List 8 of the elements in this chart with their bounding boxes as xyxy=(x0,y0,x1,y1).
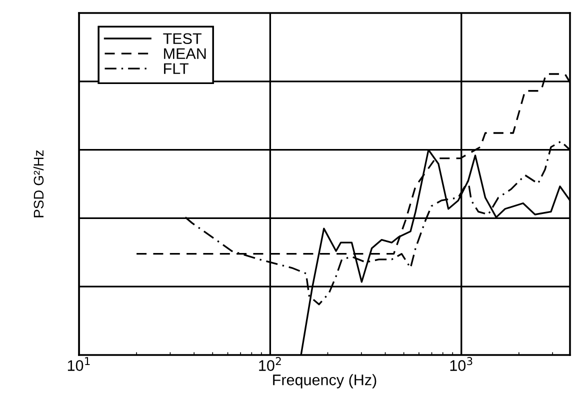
legend-label: FLT xyxy=(164,63,188,74)
legend-label: MEAN xyxy=(164,48,206,59)
legend-label: TEST xyxy=(163,33,202,44)
y-axis-title: PSD G²/Hz xyxy=(33,150,44,218)
x-tick-label: 10$^{1}$ xyxy=(68,357,90,371)
x-tick-label: 10$^{2}$ xyxy=(259,357,281,371)
x-tick-label: 10$^{3}$ xyxy=(450,357,472,371)
x-axis-title: Frequency (Hz) xyxy=(273,374,376,388)
